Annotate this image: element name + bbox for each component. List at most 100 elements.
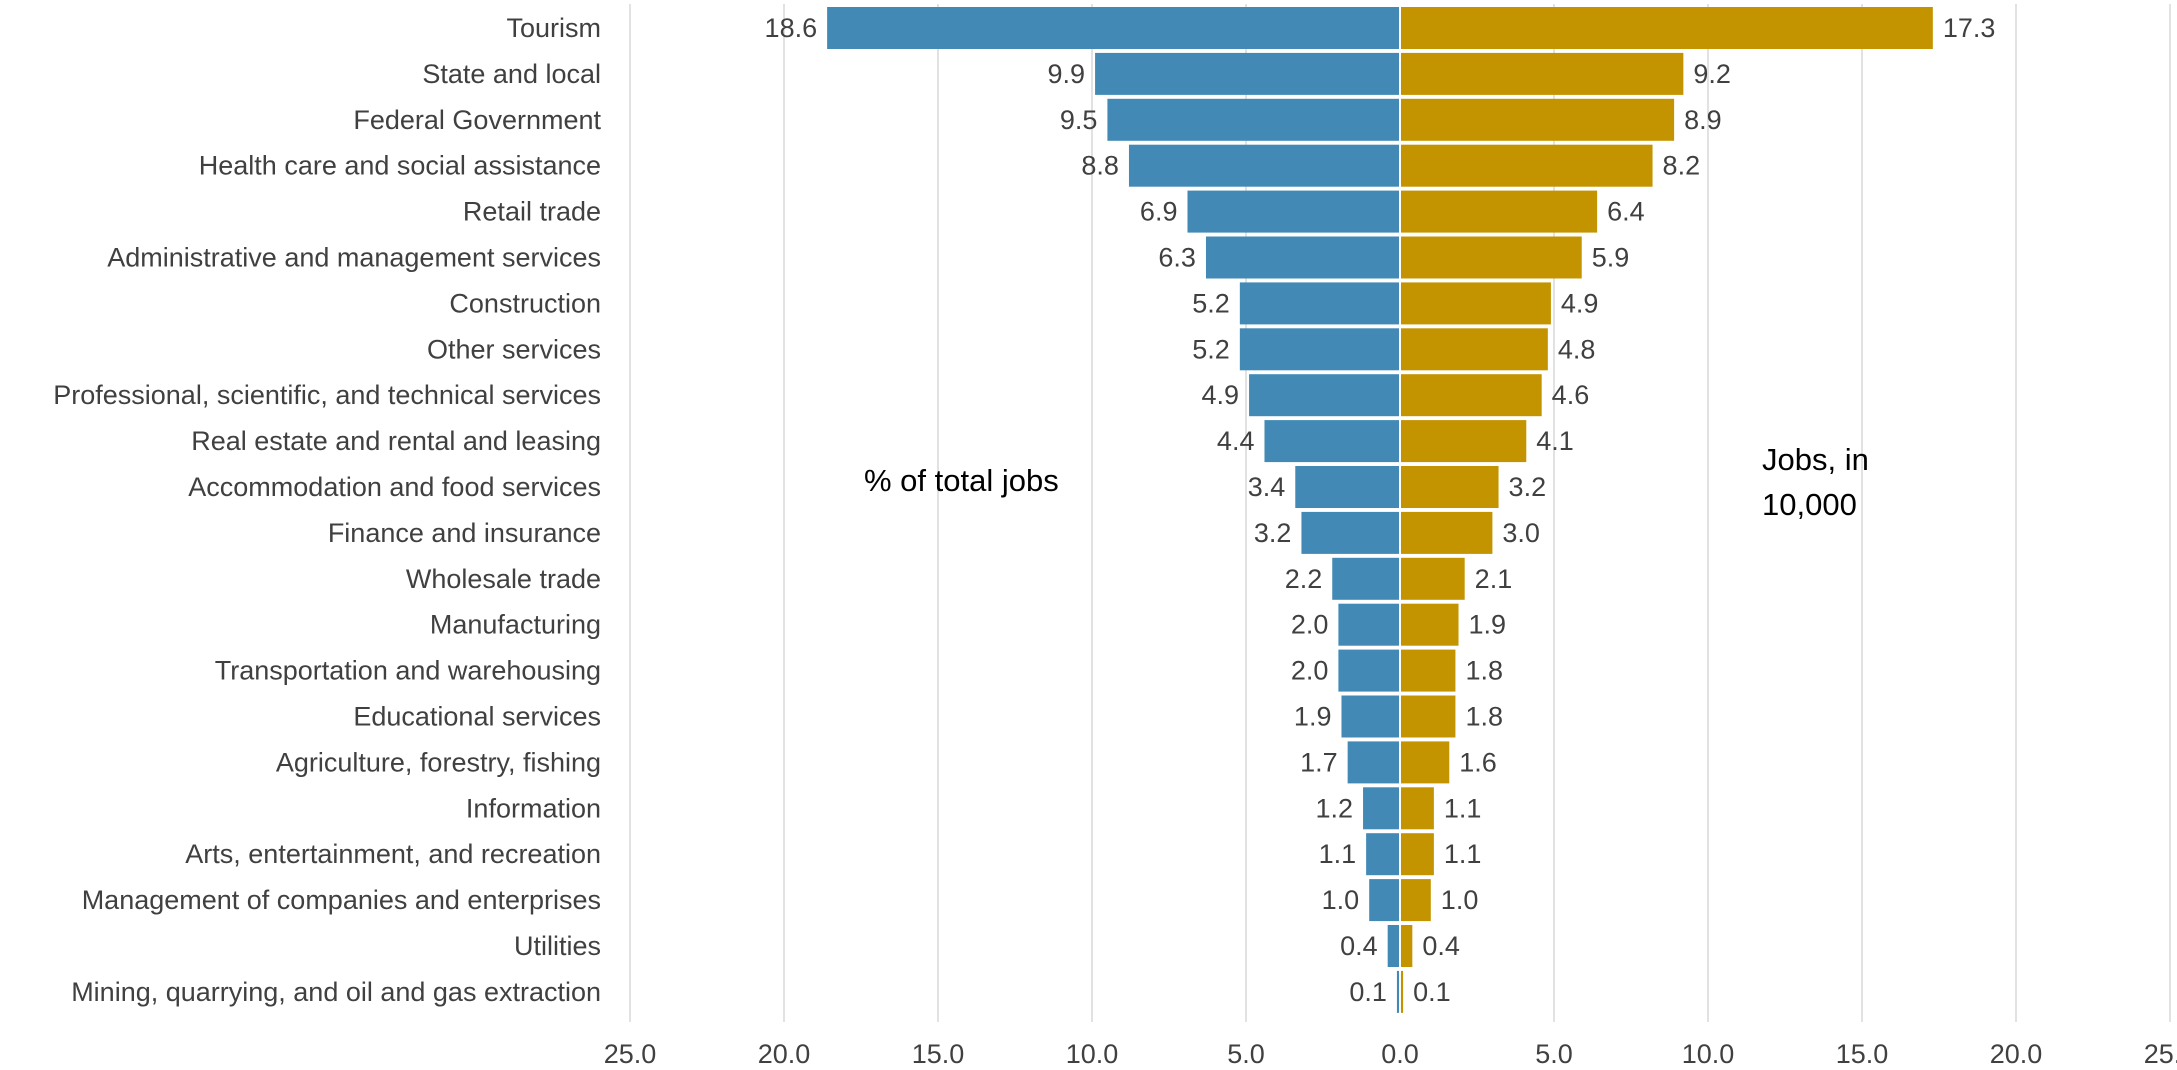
x-tick-label: 20.0 bbox=[1990, 1039, 2043, 1069]
bar-pct-total-jobs bbox=[1363, 787, 1400, 830]
data-label-jobs: 3.2 bbox=[1509, 472, 1547, 502]
category-label: Retail trade bbox=[463, 197, 601, 227]
bar-jobs bbox=[1400, 649, 1456, 692]
bar-jobs bbox=[1400, 741, 1450, 784]
x-tick-label: 25.0 bbox=[2144, 1039, 2177, 1069]
bar-pct-total-jobs bbox=[1369, 879, 1400, 922]
x-tick-label: 25.0 bbox=[604, 1039, 657, 1069]
category-label: Information bbox=[466, 793, 601, 823]
category-label: Health care and social assistance bbox=[199, 151, 601, 181]
data-label-jobs: 1.9 bbox=[1469, 610, 1507, 640]
x-tick-label: 10.0 bbox=[1682, 1039, 1735, 1069]
bar-jobs bbox=[1400, 52, 1684, 95]
x-tick-label: 0.0 bbox=[1381, 1039, 1419, 1069]
x-axis-tick-labels: 25.0 20.0 15.0 10.0 5.0 0.0 5.0 10.0 15.0 20.0 25.… bbox=[604, 1039, 2177, 1069]
category-label: Professional, scientific, and technical … bbox=[53, 380, 601, 410]
data-label-jobs: 3.0 bbox=[1502, 518, 1540, 548]
data-label-pct: 0.4 bbox=[1340, 931, 1378, 961]
data-label-jobs: 1.1 bbox=[1444, 839, 1482, 869]
bar-pct-total-jobs bbox=[1396, 970, 1400, 1013]
bar-jobs bbox=[1400, 511, 1493, 554]
category-label: Arts, entertainment, and recreation bbox=[185, 839, 601, 869]
bar-jobs bbox=[1400, 787, 1434, 830]
bar-jobs bbox=[1400, 879, 1431, 922]
data-label-pct: 18.6 bbox=[765, 13, 818, 43]
data-label-pct: 1.9 bbox=[1294, 702, 1332, 732]
data-label-jobs: 4.6 bbox=[1552, 380, 1590, 410]
data-label-pct: 6.3 bbox=[1158, 243, 1196, 273]
x-tick-label: 15.0 bbox=[912, 1039, 965, 1069]
category-label: Wholesale trade bbox=[406, 564, 601, 594]
data-label-jobs: 4.8 bbox=[1558, 334, 1596, 364]
x-tick-label: 5.0 bbox=[1227, 1039, 1265, 1069]
bar-pct-total-jobs bbox=[1366, 833, 1400, 876]
bar-pct-total-jobs bbox=[1107, 98, 1400, 141]
left-annotation: % of total jobs bbox=[864, 463, 1059, 498]
bar-jobs bbox=[1400, 374, 1542, 417]
data-label-jobs: 1.8 bbox=[1465, 656, 1503, 686]
right-annotation-line2: 10,000 bbox=[1762, 487, 1857, 522]
bar-pct-total-jobs bbox=[1387, 925, 1400, 967]
bar-jobs bbox=[1400, 190, 1598, 233]
data-label-jobs: 17.3 bbox=[1943, 13, 1996, 43]
data-label-jobs: 0.4 bbox=[1422, 931, 1460, 961]
bar-pct-total-jobs bbox=[1338, 649, 1400, 692]
bar-pct-total-jobs bbox=[1341, 695, 1400, 738]
bar-pct-total-jobs bbox=[1239, 282, 1400, 325]
bar-pct-total-jobs bbox=[1128, 144, 1400, 187]
bar-pct-total-jobs bbox=[1264, 420, 1400, 463]
bar-jobs bbox=[1400, 970, 1404, 1013]
bar-jobs bbox=[1400, 328, 1548, 371]
x-tick-label: 20.0 bbox=[758, 1039, 811, 1069]
x-tick-label: 15.0 bbox=[1836, 1039, 1889, 1069]
data-labels: 18.6 17.3 9.9 9.2 9.5 8.9 8.8 8.2 6.9 6.4 6.3 5.9 5.… bbox=[765, 13, 1996, 1007]
bar-pct-total-jobs bbox=[1205, 236, 1400, 279]
category-label: Mining, quarrying, and oil and gas extra… bbox=[71, 977, 601, 1007]
category-label: Transportation and warehousing bbox=[215, 656, 601, 686]
category-label: Other services bbox=[427, 334, 601, 364]
bar-jobs bbox=[1400, 144, 1653, 187]
bar-jobs bbox=[1400, 603, 1459, 646]
data-label-pct: 8.8 bbox=[1081, 151, 1119, 181]
bar-jobs bbox=[1400, 7, 1933, 49]
category-label: Real estate and rental and leasing bbox=[191, 426, 601, 456]
category-label: Construction bbox=[449, 288, 601, 318]
category-label: Tourism bbox=[506, 13, 601, 43]
bar-pct-total-jobs bbox=[1338, 603, 1400, 646]
data-label-pct: 1.2 bbox=[1315, 793, 1353, 823]
category-label: Management of companies and enterprises bbox=[82, 885, 601, 915]
category-labels: Tourism State and local Federal Government… bbox=[53, 13, 601, 1007]
data-label-pct: 1.7 bbox=[1300, 747, 1338, 777]
data-label-jobs: 5.9 bbox=[1592, 243, 1630, 273]
data-label-pct: 0.1 bbox=[1349, 977, 1387, 1007]
x-tick-label: 10.0 bbox=[1066, 1039, 1119, 1069]
data-label-pct: 4.9 bbox=[1202, 380, 1240, 410]
data-label-jobs: 4.9 bbox=[1561, 288, 1599, 318]
bar-jobs bbox=[1400, 420, 1527, 463]
category-label: Finance and insurance bbox=[328, 518, 601, 548]
bar-pct-total-jobs bbox=[1095, 52, 1400, 95]
category-label: Accommodation and food services bbox=[188, 472, 601, 502]
data-label-jobs: 9.2 bbox=[1693, 59, 1731, 89]
bar-pct-total-jobs bbox=[1187, 190, 1400, 233]
category-label: Administrative and management services bbox=[107, 243, 601, 273]
right-annotation-line1: Jobs, in bbox=[1762, 442, 1869, 477]
data-label-pct: 1.1 bbox=[1319, 839, 1357, 869]
bar-jobs bbox=[1400, 833, 1434, 876]
category-label: Agriculture, forestry, fishing bbox=[276, 747, 601, 777]
bar-jobs bbox=[1400, 236, 1582, 279]
bar-pct-total-jobs bbox=[1239, 328, 1400, 371]
data-label-jobs: 1.8 bbox=[1465, 702, 1503, 732]
bar-pct-total-jobs bbox=[1332, 557, 1400, 600]
category-label: Federal Government bbox=[353, 105, 601, 135]
category-label: Manufacturing bbox=[430, 610, 601, 640]
bar-pct-total-jobs bbox=[827, 7, 1400, 49]
bars bbox=[827, 4, 1933, 1022]
bar-jobs bbox=[1400, 282, 1551, 325]
data-label-jobs: 8.2 bbox=[1663, 151, 1701, 181]
data-label-jobs: 8.9 bbox=[1684, 105, 1722, 135]
bar-jobs bbox=[1400, 557, 1465, 600]
data-label-pct: 5.2 bbox=[1192, 334, 1230, 364]
data-label-pct: 5.2 bbox=[1192, 288, 1230, 318]
